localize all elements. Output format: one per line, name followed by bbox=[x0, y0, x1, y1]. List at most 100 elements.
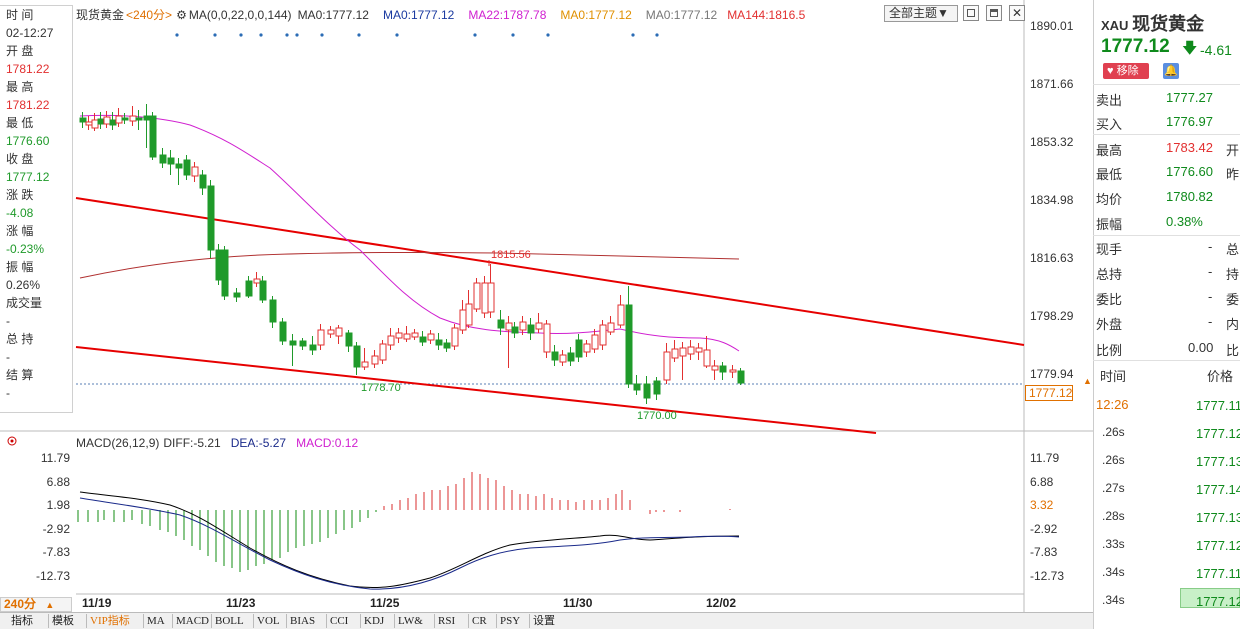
lower-trendline bbox=[75, 346, 877, 434]
candle bbox=[473, 282, 481, 310]
candle bbox=[115, 115, 123, 124]
indicator-tab[interactable]: RSI bbox=[438, 615, 456, 627]
ma144-value: MA144:1816.5 bbox=[727, 8, 806, 22]
tick-price: 1777.12 bbox=[1196, 426, 1240, 441]
indicator-tab[interactable]: MA bbox=[147, 615, 165, 627]
macd-header: MACD(26,12,9) DIFF:-5.21 DEA:-5.27 MACD:0.1… bbox=[76, 436, 358, 450]
tick-header-time: 时间 bbox=[1100, 369, 1127, 384]
tick-time: .34s bbox=[1102, 593, 1125, 607]
macd-diff: DIFF:-5.21 bbox=[163, 436, 221, 450]
candle bbox=[737, 370, 745, 384]
indicator-tab[interactable]: 设置 bbox=[533, 615, 555, 627]
macd-left-axis: 11.79 6.88 1.98 -2.92 -7.83 -12.73 bbox=[36, 447, 70, 588]
ma-settings-icon[interactable]: ⚙ bbox=[176, 8, 187, 22]
close-value: 1777.12 bbox=[6, 170, 50, 184]
upper-trendline bbox=[75, 197, 1025, 346]
candle bbox=[129, 115, 137, 122]
candle bbox=[419, 336, 427, 343]
macd-right-tick: 6.88 bbox=[1030, 474, 1054, 489]
price-chart[interactable]: 1815.56 1778.70 1770.00 11/19 11/23 11/2… bbox=[0, 0, 1093, 612]
close-label: 收 盘 bbox=[6, 152, 34, 166]
candle bbox=[143, 115, 151, 121]
amp-value: 0.26% bbox=[6, 278, 41, 292]
macd-histogram bbox=[77, 472, 731, 572]
period-selector[interactable]: 240分 ▲ bbox=[0, 597, 72, 612]
theme-dropdown[interactable]: 全部主题▼ bbox=[884, 5, 958, 22]
change-value: -4.08 bbox=[6, 206, 34, 220]
candle bbox=[617, 304, 625, 326]
candle bbox=[435, 339, 443, 346]
quote-row-label: 振幅 bbox=[1096, 217, 1123, 232]
indicator-tab[interactable]: VOL bbox=[257, 615, 280, 627]
oi-label: 总 持 bbox=[6, 332, 34, 346]
candle bbox=[559, 354, 567, 363]
candle bbox=[91, 119, 99, 129]
indicator-tab[interactable]: CCI bbox=[330, 615, 349, 627]
macd-left-tick: 6.88 bbox=[46, 474, 70, 489]
low2-annotation: 1770.00 bbox=[637, 410, 677, 422]
price-axis-tick: 1834.98 bbox=[1030, 193, 1074, 207]
layout-icon[interactable] bbox=[986, 5, 1002, 21]
ma0-c: MA0:1777.12 bbox=[560, 8, 632, 22]
indicator-tab[interactable]: PSY bbox=[500, 615, 521, 627]
remove-watchlist-button[interactable]: ♥ 移除 bbox=[1103, 63, 1149, 79]
current-price-tag: 1777.12 bbox=[1025, 385, 1073, 401]
ma-params[interactable]: MA(0,0,22,0,0,144) bbox=[188, 8, 292, 22]
candle bbox=[253, 278, 261, 284]
quote-row-extra: 持 bbox=[1226, 267, 1240, 282]
tick-time: .26s bbox=[1102, 453, 1125, 467]
tick-time: .27s bbox=[1102, 481, 1125, 495]
indicator-tab[interactable]: MACD bbox=[176, 615, 210, 627]
candle bbox=[497, 319, 505, 329]
quote-row-extra: 总 bbox=[1226, 242, 1240, 257]
candle bbox=[259, 280, 267, 301]
tick-time: 12:26 bbox=[1096, 397, 1129, 412]
tick-header-price: 价格 bbox=[1207, 369, 1234, 384]
candle bbox=[159, 154, 167, 164]
bell-icon[interactable]: 🔔 bbox=[1163, 63, 1179, 79]
quote-row-label: 委比 bbox=[1096, 292, 1123, 307]
close-icon[interactable]: ✕ bbox=[1009, 5, 1025, 21]
price-axis-tick: 1871.66 bbox=[1030, 77, 1074, 91]
quote-row-value: 1776.60 bbox=[1166, 164, 1213, 179]
candle bbox=[459, 309, 467, 331]
indicator-tab[interactable]: LW& bbox=[398, 615, 423, 627]
quote-title: XAU 现货黄金 bbox=[1101, 10, 1204, 36]
indicator-tab[interactable]: 模板 bbox=[52, 615, 74, 627]
candle bbox=[85, 121, 93, 126]
candle bbox=[149, 115, 157, 158]
macd-dea: DEA:-5.27 bbox=[230, 436, 287, 450]
quote-name: 现货黄金 bbox=[1132, 14, 1205, 34]
ma0-a: MA0:1777.12 bbox=[297, 8, 369, 22]
candle bbox=[519, 321, 527, 331]
candle bbox=[103, 116, 111, 125]
indicator-tab[interactable]: KDJ bbox=[364, 615, 385, 627]
indicator-tab[interactable]: BIAS bbox=[290, 615, 316, 627]
tick-time: .28s bbox=[1102, 509, 1125, 523]
bottom-toolbar bbox=[0, 612, 1093, 629]
tick-price: 1777.12 bbox=[1196, 538, 1240, 553]
candle bbox=[583, 343, 591, 353]
candle bbox=[327, 329, 335, 335]
candle bbox=[221, 249, 229, 297]
candle bbox=[245, 280, 253, 297]
indicator-tab[interactable]: 指标 bbox=[11, 615, 33, 627]
indicator-tab[interactable]: CR bbox=[472, 615, 487, 627]
data-window: 时 间 02-12:27 开 盘 1781.22 最 高 1781.22 最 低… bbox=[0, 5, 73, 413]
candle bbox=[299, 340, 307, 347]
period-label[interactable]: <240分> bbox=[126, 8, 173, 22]
macd-right-axis: 11.79 6.88 3.32 -2.92 -7.83 -12.73 bbox=[1030, 447, 1064, 588]
indicator-tab[interactable]: BOLL bbox=[215, 615, 244, 627]
candle bbox=[79, 117, 87, 123]
candle bbox=[551, 351, 559, 361]
indicator-tab[interactable]: VIP指标 bbox=[90, 615, 130, 627]
x-label: 12/02 bbox=[706, 596, 736, 610]
quote-price: 1777.12 bbox=[1101, 36, 1170, 57]
macd-right-tick: -12.73 bbox=[1030, 568, 1065, 583]
window-icon[interactable] bbox=[963, 5, 979, 21]
quote-row-value: 1777.27 bbox=[1166, 90, 1213, 105]
quote-row-extra: 昨 bbox=[1226, 167, 1240, 182]
price-marker-icon: ▲ bbox=[1083, 376, 1092, 386]
time-value: 02-12:27 bbox=[6, 26, 54, 40]
pct-label: 涨 幅 bbox=[6, 224, 34, 238]
